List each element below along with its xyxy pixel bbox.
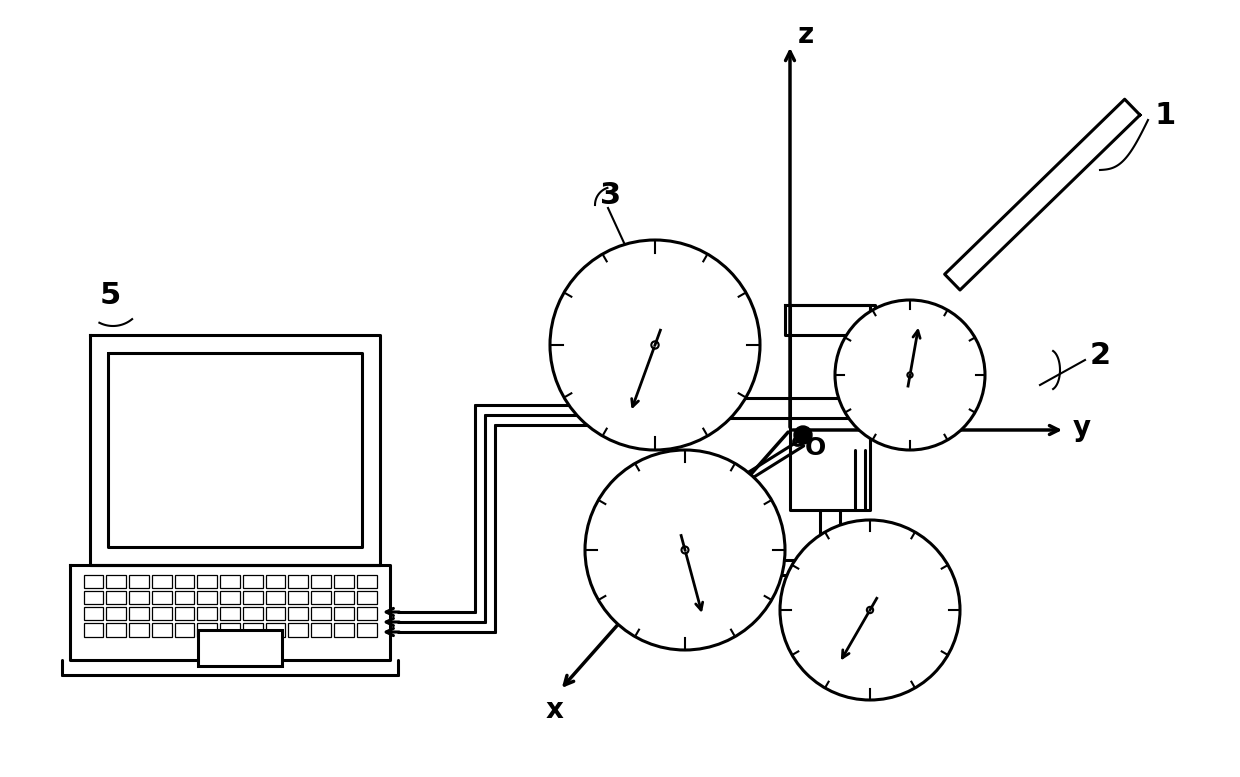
- Polygon shape: [129, 574, 149, 587]
- Polygon shape: [221, 591, 239, 604]
- Polygon shape: [357, 607, 377, 620]
- Polygon shape: [221, 623, 239, 636]
- Polygon shape: [129, 607, 149, 620]
- Polygon shape: [129, 623, 149, 636]
- Polygon shape: [311, 591, 331, 604]
- Circle shape: [794, 426, 812, 444]
- Polygon shape: [175, 574, 195, 587]
- Polygon shape: [151, 607, 171, 620]
- Circle shape: [835, 300, 985, 450]
- Polygon shape: [265, 623, 285, 636]
- Polygon shape: [243, 623, 263, 636]
- Polygon shape: [357, 623, 377, 636]
- Text: x: x: [546, 696, 564, 724]
- Circle shape: [551, 240, 760, 450]
- Polygon shape: [83, 607, 103, 620]
- Polygon shape: [289, 607, 309, 620]
- Polygon shape: [289, 591, 309, 604]
- Polygon shape: [334, 574, 353, 587]
- Polygon shape: [83, 574, 103, 587]
- Polygon shape: [197, 574, 217, 587]
- Polygon shape: [334, 591, 353, 604]
- Polygon shape: [108, 353, 362, 547]
- Circle shape: [585, 450, 785, 650]
- Polygon shape: [357, 591, 377, 604]
- Polygon shape: [175, 607, 195, 620]
- Polygon shape: [129, 591, 149, 604]
- Polygon shape: [243, 591, 263, 604]
- Polygon shape: [197, 607, 217, 620]
- Polygon shape: [221, 574, 239, 587]
- Polygon shape: [83, 591, 103, 604]
- Polygon shape: [175, 591, 195, 604]
- Polygon shape: [289, 623, 309, 636]
- Text: y: y: [1073, 414, 1091, 442]
- Polygon shape: [311, 623, 331, 636]
- Polygon shape: [107, 607, 126, 620]
- Polygon shape: [107, 591, 126, 604]
- Polygon shape: [221, 607, 239, 620]
- Text: 1: 1: [1154, 100, 1177, 130]
- Polygon shape: [311, 574, 331, 587]
- Text: 2: 2: [1090, 340, 1111, 370]
- Polygon shape: [265, 591, 285, 604]
- Text: O: O: [805, 436, 826, 460]
- Polygon shape: [289, 574, 309, 587]
- Polygon shape: [198, 630, 281, 666]
- Polygon shape: [151, 591, 171, 604]
- Text: z: z: [799, 21, 815, 49]
- Polygon shape: [265, 607, 285, 620]
- Polygon shape: [311, 607, 331, 620]
- Polygon shape: [197, 591, 217, 604]
- Polygon shape: [151, 574, 171, 587]
- Circle shape: [780, 520, 960, 700]
- Polygon shape: [83, 623, 103, 636]
- Polygon shape: [243, 607, 263, 620]
- Polygon shape: [265, 574, 285, 587]
- Polygon shape: [175, 623, 195, 636]
- Polygon shape: [334, 607, 353, 620]
- Polygon shape: [151, 623, 171, 636]
- Polygon shape: [197, 623, 217, 636]
- Text: 3: 3: [600, 180, 621, 210]
- Polygon shape: [334, 623, 353, 636]
- Polygon shape: [243, 574, 263, 587]
- Polygon shape: [107, 623, 126, 636]
- Polygon shape: [107, 574, 126, 587]
- Polygon shape: [357, 574, 377, 587]
- Text: 5: 5: [100, 280, 122, 309]
